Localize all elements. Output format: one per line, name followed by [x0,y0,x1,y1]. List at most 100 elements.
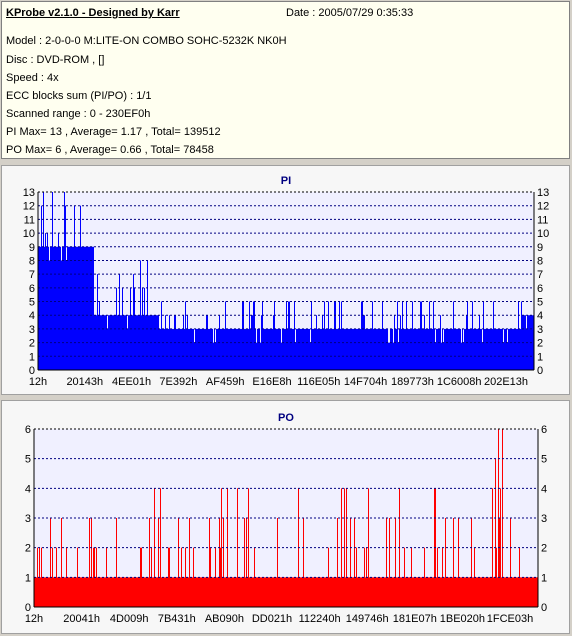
pi-bar [499,328,500,370]
po-bar [437,547,438,607]
pi-bar [92,246,93,370]
info-panel: KProbe v2.1.0 - Designed by Karr Date : … [1,1,570,159]
pi-ytick-left: 12 [23,201,35,213]
pi-bar [485,328,486,370]
pi-bar [161,301,162,370]
po-bar [273,577,274,607]
pi-bar [93,246,94,370]
pi-bar [149,315,150,370]
po-bar [79,577,80,607]
po-bar [78,577,79,607]
po-bar [130,577,131,607]
pi-bar [389,342,390,370]
pi-bar [426,328,427,370]
po-bar [242,577,243,607]
po-bar [173,577,174,607]
po-bar [80,577,81,607]
pi-bar [307,328,308,370]
pi-bar [440,315,441,370]
pi-bar [309,328,310,370]
pi-bar [241,328,242,370]
pi-bar [492,328,493,370]
pi-bar [252,315,253,370]
po-bar [415,577,416,607]
pi-bar [459,328,460,370]
pi-bar [162,328,163,370]
pi-bar [245,328,246,370]
pi-bar [85,246,86,370]
po-bar [276,577,277,607]
pi-bar [392,328,393,370]
po-bar [506,577,507,607]
pi-bar [437,328,438,370]
po-bar [111,577,112,607]
po-bar [99,577,100,607]
po-bar [491,577,492,607]
pi-bar [191,328,192,370]
pi-bar [242,301,243,370]
po-bar [394,577,395,607]
po-bar [354,518,355,607]
po-bar [302,577,303,607]
po-bar [357,577,358,607]
po-bar [95,577,96,607]
po-bar [281,577,282,607]
po-bar [116,518,117,607]
po-bar [277,518,278,607]
pi-ytick-right: 1 [537,351,543,363]
pi-bar [164,328,165,370]
pi-bar [337,328,338,370]
pi-bar [447,328,448,370]
po-bar [113,577,114,607]
po-bar [72,577,73,607]
po-chart-panel: PO 0 0 1 1 2 2 3 3 4 4 5 5 6 6 12h 20041h 4D009h 7B431h AB0… [1,400,570,634]
po-bar [157,577,158,607]
pi-bar [321,328,322,370]
pi-bar [211,328,212,370]
pi-bar [40,246,41,370]
po-bar [155,577,156,607]
po-bar [42,577,43,607]
po-bar [323,577,324,607]
po-bar [360,577,361,607]
pi-bar [412,301,413,370]
pi-bar [424,315,425,370]
pi-bar [286,301,287,370]
pi-bar [323,328,324,370]
po-bar [187,577,188,607]
pi-bar [401,328,402,370]
po-bar [139,577,140,607]
po-bar [240,577,241,607]
pi-bar [450,328,451,370]
po-bar [447,577,448,607]
pi-bar [265,328,266,370]
pi-bar [216,328,217,370]
po-bar [527,577,528,607]
pi-bar [261,315,262,370]
po-bar [288,577,289,607]
pi-ytick-right: 2 [537,338,543,350]
po-bar [388,577,389,607]
pi-bar [82,246,83,370]
po-bar [494,577,495,607]
pi-bar [65,205,66,370]
po-bar [416,577,417,607]
po-bar [211,577,212,607]
pi-bar [70,246,71,370]
pi-bar [213,342,214,370]
pi-bar [413,328,414,370]
pi-bar [275,328,276,370]
po-bar [329,577,330,607]
po-bar [134,577,135,607]
po-bar [293,577,294,607]
po-ytick-right: 6 [541,424,547,436]
pi-bar [128,315,129,370]
pi-bar [285,328,286,370]
po-bar [510,518,511,607]
pi-bar [53,246,54,370]
scan-date: Date : 2005/07/29 0:35:33 [286,7,414,19]
pi-bar [329,328,330,370]
pi-bar [486,328,487,370]
pi-xtick-label: 202E13h [484,376,528,388]
pi-bar [406,301,407,370]
